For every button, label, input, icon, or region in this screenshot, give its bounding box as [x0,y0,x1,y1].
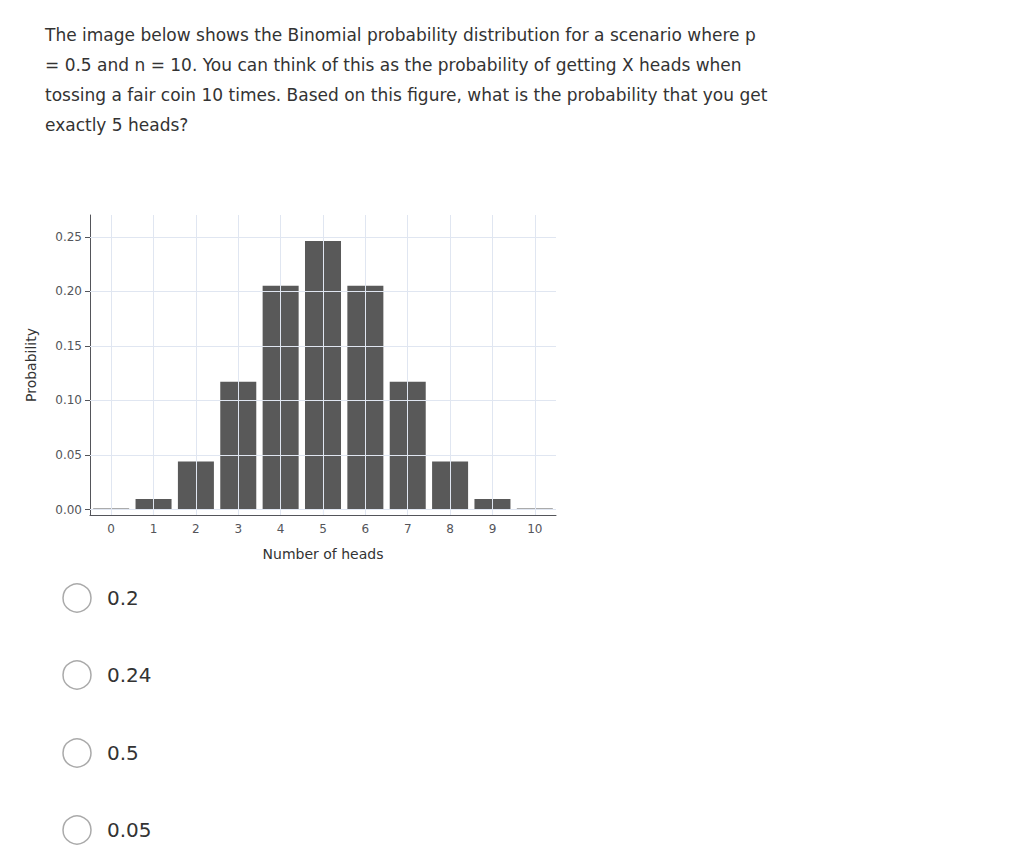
svg-text:5: 5 [319,522,327,536]
svg-text:Probability: Probability [23,328,39,402]
svg-text:7: 7 [404,522,412,536]
svg-text:0.20: 0.20 [55,284,82,298]
svg-text:The image below shows the Bino: The image below shows the Binomial proba… [44,25,756,45]
svg-text:0.5: 0.5 [107,741,139,765]
svg-text:4: 4 [277,522,285,536]
svg-text:8: 8 [446,522,454,536]
svg-text:= 0.5 and n = 10. You can thin: = 0.5 and n = 10. You can think of this … [45,55,742,75]
svg-text:0.00: 0.00 [55,503,82,517]
svg-text:0.24: 0.24 [107,663,152,687]
svg-text:0.05: 0.05 [55,448,82,462]
svg-text:9: 9 [489,522,497,536]
svg-text:Number of heads: Number of heads [263,546,384,562]
svg-text:tossing a fair coin 10 times.: tossing a fair coin 10 times. Based on t… [45,85,768,105]
svg-text:0.25: 0.25 [55,230,82,244]
svg-text:0.2: 0.2 [107,586,139,610]
svg-text:0: 0 [107,522,115,536]
svg-text:1: 1 [150,522,158,536]
svg-text:10: 10 [527,522,542,536]
svg-text:2: 2 [192,522,200,536]
svg-text:0.15: 0.15 [55,339,82,353]
svg-text:exactly 5 heads?: exactly 5 heads? [45,115,188,135]
svg-text:0.10: 0.10 [55,393,82,407]
svg-text:0.05: 0.05 [107,818,152,842]
svg-text:6: 6 [362,522,370,536]
svg-text:3: 3 [234,522,242,536]
